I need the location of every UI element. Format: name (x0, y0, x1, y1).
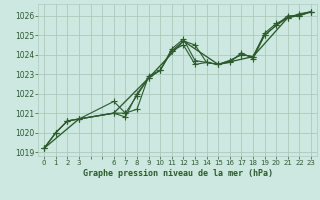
X-axis label: Graphe pression niveau de la mer (hPa): Graphe pression niveau de la mer (hPa) (83, 169, 273, 178)
